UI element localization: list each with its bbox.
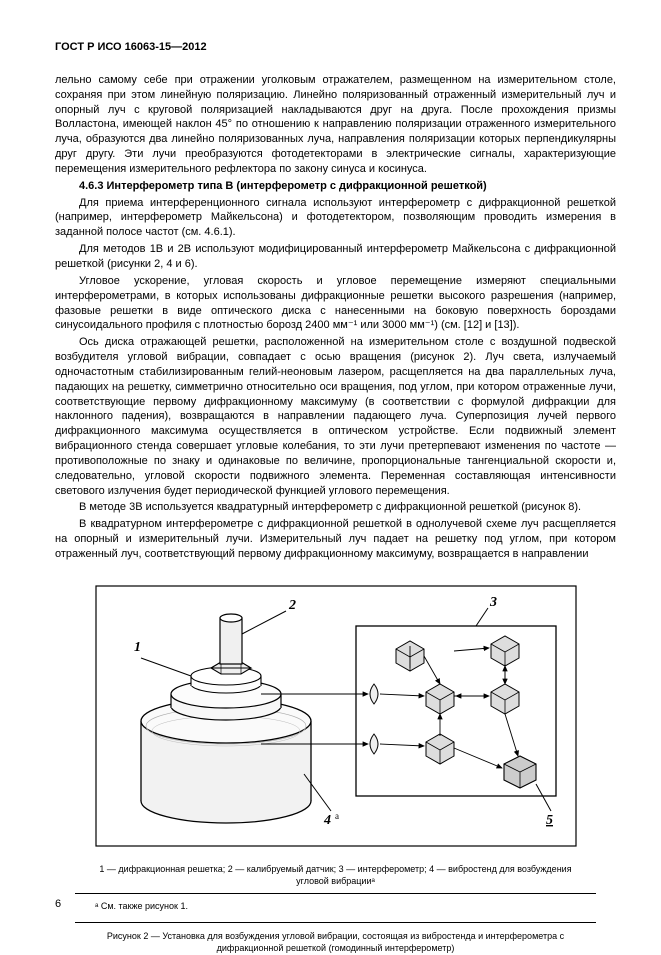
svg-text:3: 3 bbox=[489, 595, 497, 610]
svg-text:2: 2 bbox=[288, 598, 296, 613]
paragraph-4: Угловое ускорение, угловая скорость и уг… bbox=[55, 274, 616, 333]
svg-text:5: 5 bbox=[546, 813, 553, 828]
paragraph-3: Для методов 1В и 2В используют модифицир… bbox=[55, 242, 616, 272]
figure-separator-2 bbox=[75, 922, 596, 923]
paragraph-5: Ось диска отражающей решетки, расположен… bbox=[55, 335, 616, 498]
figure-title: Рисунок 2 — Установка для возбуждения уг… bbox=[105, 931, 566, 954]
svg-text:4: 4 bbox=[323, 813, 331, 828]
figure-title-text: Рисунок 2 — Установка для возбуждения уг… bbox=[107, 931, 564, 953]
paragraph-7: В квадратурном интерферометре с дифракци… bbox=[55, 517, 616, 562]
section-heading: 4.6.3 Интерферометр типа В (интерферомет… bbox=[55, 179, 616, 194]
paragraph-2: Для приема интерференционного сигнала ис… bbox=[55, 196, 616, 241]
section-heading-text: 4.6.3 Интерферометр типа В (интерферомет… bbox=[79, 180, 487, 192]
page: ГОСТ Р ИСО 16063-15—2012 лельно самому с… bbox=[0, 0, 661, 936]
svg-text:1: 1 bbox=[134, 640, 141, 655]
paragraph-6: В методе 3В используется квадратурный ин… bbox=[55, 500, 616, 515]
page-number: 6 bbox=[55, 897, 61, 912]
figure-diagram: 1 2 4 а 3 bbox=[86, 576, 586, 856]
figure-separator bbox=[75, 893, 596, 894]
figure-caption: 1 — дифракционная решетка; 2 — калибруем… bbox=[95, 864, 576, 887]
figure-footnote: ᵃ См. также рисунок 1. bbox=[95, 900, 596, 912]
figure-caption-text: 1 — дифракционная решетка; 2 — калибруем… bbox=[99, 864, 571, 886]
svg-text:а: а bbox=[335, 811, 339, 821]
document-header: ГОСТ Р ИСО 16063-15—2012 bbox=[55, 40, 616, 55]
paragraph-1: лельно самому себе при отражении уголков… bbox=[55, 73, 616, 177]
